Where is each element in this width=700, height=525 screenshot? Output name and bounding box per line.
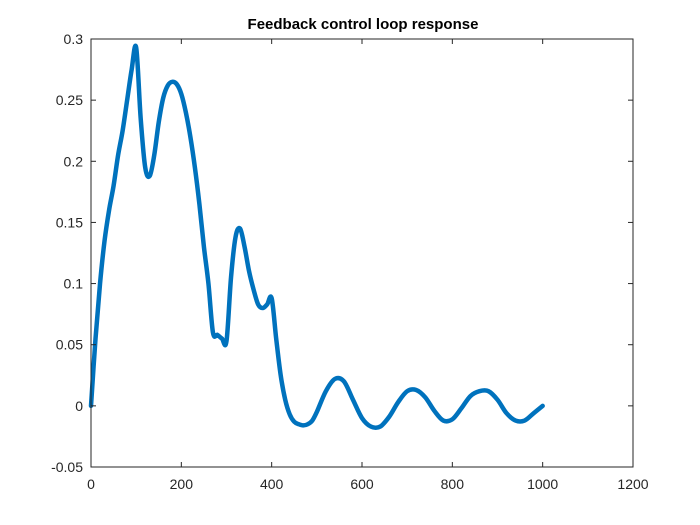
y-axis: -0.05 0 0.05 0.1 0.15 0.2 0.25 0.3 <box>51 31 633 475</box>
y-tick-label: 0.3 <box>64 31 84 47</box>
x-tick-label: 800 <box>441 476 465 492</box>
chart-title: Feedback control loop response <box>248 16 479 33</box>
x-tick-label: 600 <box>350 476 374 492</box>
x-tick-label: 1000 <box>527 476 558 492</box>
x-tick-label: 0 <box>87 476 95 492</box>
x-tick-label: 400 <box>260 476 284 492</box>
plot-area <box>88 43 545 431</box>
x-tick-label: 200 <box>170 476 194 492</box>
y-tick-label: 0.05 <box>56 337 83 353</box>
x-tick-label: 1200 <box>617 476 648 492</box>
y-tick-label: 0.15 <box>56 214 83 230</box>
y-tick-label: 0.25 <box>56 92 83 108</box>
y-tick-label: 0 <box>75 398 83 414</box>
y-tick-label: -0.05 <box>51 459 83 475</box>
axes-box <box>90 38 634 468</box>
x-axis: 0 200 400 600 800 1000 1200 <box>87 39 649 492</box>
series-line <box>88 43 545 431</box>
y-tick-label: 0.1 <box>64 276 84 292</box>
y-tick-label: 0.2 <box>64 153 84 169</box>
